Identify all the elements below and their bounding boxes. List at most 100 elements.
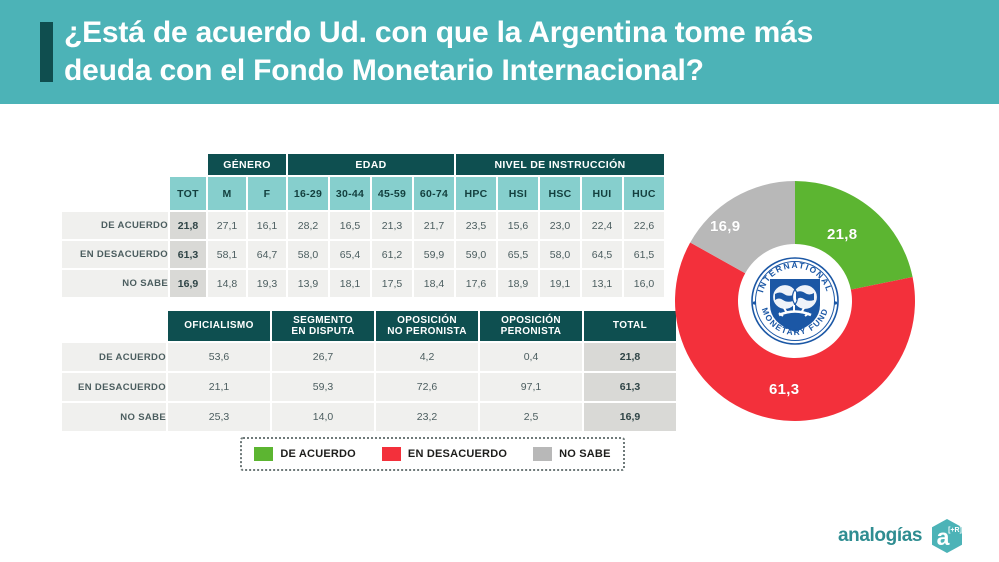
row2-label-de-acuerdo: DE ACUERDO (62, 343, 166, 371)
brand-name: analogías (838, 525, 923, 546)
row-label-en-desacuerdo: EN DESACUERDO (62, 241, 168, 268)
cell-en-desacuerdo-huc: 61,5 (624, 241, 664, 268)
cell-no-sabe-60-74: 18,4 (414, 270, 454, 297)
donut-label-de-acuerdo: 21,8 (827, 226, 858, 243)
page-title: ¿Está de acuerdo Ud. con que la Argentin… (64, 14, 924, 90)
donut-label-no-sabe: 16,9 (710, 218, 741, 235)
table-row: EN DESACUERDO 61,3 58,1 64,7 58,0 65,4 6… (62, 241, 664, 268)
page-title-line-1: ¿Está de acuerdo Ud. con que la Argentin… (64, 16, 814, 49)
table-row: NO SABE 25,3 14,0 23,2 2,5 16,9 (62, 403, 676, 431)
legend-item-no-sabe: NO SABE (533, 447, 611, 461)
cell-en-desacuerdo-f: 64,7 (248, 241, 286, 268)
table1-rowlabel-blank (62, 177, 168, 210)
chart-legend: DE ACUERDO EN DESACUERDO NO SABE (240, 437, 625, 471)
cell-de-acuerdo-16-29: 28,2 (288, 212, 328, 239)
cell-de-acuerdo-m: 27,1 (208, 212, 246, 239)
cell-no-sabe-f: 19,3 (248, 270, 286, 297)
cell2-en-desacuerdo-oficialismo: 21,1 (168, 373, 270, 401)
legend-swatch-no-sabe (533, 447, 553, 461)
cell-no-sabe-30-44: 18,1 (330, 270, 370, 297)
col-header-30-44: 30-44 (330, 177, 370, 210)
political-segment-table: OFICIALISMO SEGMENTO EN DISPUTA OPOSICIÓ… (60, 309, 678, 433)
cell-en-desacuerdo-hsc: 58,0 (540, 241, 580, 268)
table1-sub-header-row: TOT M F 16-29 30-44 45-59 60-74 HPC HSI … (62, 177, 664, 210)
col-header-hui: HUI (582, 177, 622, 210)
cell-en-desacuerdo-16-29: 58,0 (288, 241, 328, 268)
imf-logo: INTERNATIONAL MONETARY FUND (741, 247, 849, 355)
demographics-table: GÉNERO EDAD NIVEL DE INSTRUCCIÓN TOT M F… (60, 152, 666, 299)
group-header-genero: GÉNERO (208, 154, 286, 175)
legend-label-en-desacuerdo: EN DESACUERDO (407, 448, 508, 460)
col-header-hsc: HSC (540, 177, 580, 210)
cell-no-sabe-tot: 16,9 (170, 270, 206, 297)
col-header-oposicion-np-line1: OPOSICIÓN (397, 314, 457, 326)
cell-en-desacuerdo-tot: 61,3 (170, 241, 206, 268)
col-header-m: M (208, 177, 246, 210)
col-header-huc: HUC (624, 177, 664, 210)
group-header-nivel-instruccion: NIVEL DE INSTRUCCIÓN (456, 154, 664, 175)
col-header-segmento-en-disputa: SEGMENTO EN DISPUTA (272, 311, 374, 341)
table1-group-header-row: GÉNERO EDAD NIVEL DE INSTRUCCIÓN (62, 154, 664, 175)
cell2-no-sabe-total: 16,9 (584, 403, 676, 431)
row2-label-en-desacuerdo: EN DESACUERDO (62, 373, 166, 401)
legend-item-en-desacuerdo: EN DESACUERDO (381, 447, 508, 461)
donut-chart-svg (675, 181, 915, 421)
col-header-oposicion-p-line2: PERONISTA (500, 326, 562, 337)
cell-de-acuerdo-hui: 22,4 (582, 212, 622, 239)
imf-logo-svg: INTERNATIONAL MONETARY FUND (741, 247, 849, 355)
col-header-60-74: 60-74 (414, 177, 454, 210)
table-row: NO SABE 16,9 14,8 19,3 13,9 18,1 17,5 18… (62, 270, 664, 297)
cell2-no-sabe-oficialismo: 25,3 (168, 403, 270, 431)
cell-en-desacuerdo-hpc: 59,0 (456, 241, 496, 268)
cell-no-sabe-hpc: 17,6 (456, 270, 496, 297)
col-header-45-59: 45-59 (372, 177, 412, 210)
row-label-no-sabe: NO SABE (62, 270, 168, 297)
cell2-en-desacuerdo-total: 61,3 (584, 373, 676, 401)
row2-label-no-sabe: NO SABE (62, 403, 166, 431)
cell-en-desacuerdo-hsi: 65,5 (498, 241, 538, 268)
cell-no-sabe-hui: 13,1 (582, 270, 622, 297)
legend-label-de-acuerdo: DE ACUERDO (280, 448, 356, 460)
col-header-total: TOTAL (584, 311, 676, 341)
col-header-oposicion-np-line2: NO PERONISTA (387, 326, 467, 337)
group-header-edad: EDAD (288, 154, 454, 175)
header-accent-bar (40, 22, 53, 82)
cell-de-acuerdo-hsi: 15,6 (498, 212, 538, 239)
cell2-de-acuerdo-total: 21,8 (584, 343, 676, 371)
cell2-no-sabe-oposicion-peronista: 2,5 (480, 403, 582, 431)
donut-slice-en-desacuerdo (675, 242, 915, 421)
cell2-de-acuerdo-segmento-disputa: 26,7 (272, 343, 374, 371)
legend-item-de-acuerdo: DE ACUERDO (254, 447, 356, 461)
cell-no-sabe-m: 14,8 (208, 270, 246, 297)
cell-en-desacuerdo-60-74: 59,9 (414, 241, 454, 268)
donut-chart: INTERNATIONAL MONETARY FUND 21,8 61,3 16… (672, 178, 918, 424)
svg-text:[+R]: [+R] (948, 527, 962, 534)
cell2-no-sabe-oposicion-no-peronista: 23,2 (376, 403, 478, 431)
donut-slice-no-sabe (690, 181, 795, 274)
brand-logo: analogías a [+R] (838, 518, 964, 554)
table-row: EN DESACUERDO 21,1 59,3 72,6 97,1 61,3 (62, 373, 676, 401)
cell-en-desacuerdo-hui: 64,5 (582, 241, 622, 268)
col-header-oficialismo-label: OFICIALISMO (184, 320, 254, 332)
legend-label-no-sabe: NO SABE (559, 448, 611, 460)
col-header-hsi: HSI (498, 177, 538, 210)
page-title-line-2: deuda con el Fondo Monetario Internacion… (64, 54, 704, 88)
cell2-de-acuerdo-oposicion-no-peronista: 4,2 (376, 343, 478, 371)
col-header-16-29: 16-29 (288, 177, 328, 210)
cell2-en-desacuerdo-segmento-disputa: 59,3 (272, 373, 374, 401)
page-header: ¿Está de acuerdo Ud. con que la Argentin… (0, 0, 999, 104)
col-header-hpc: HPC (456, 177, 496, 210)
col-header-tot: TOT (170, 177, 206, 210)
table-row: DE ACUERDO 53,6 26,7 4,2 0,4 21,8 (62, 343, 676, 371)
table1-tot-blank (170, 154, 206, 175)
table1-corner-blank (62, 154, 168, 175)
cell-de-acuerdo-hpc: 23,5 (456, 212, 496, 239)
cell-de-acuerdo-hsc: 23,0 (540, 212, 580, 239)
col-header-segmento-line1: SEGMENTO (293, 314, 353, 326)
cell2-en-desacuerdo-oposicion-no-peronista: 72,6 (376, 373, 478, 401)
cell-de-acuerdo-45-59: 21,3 (372, 212, 412, 239)
col-header-oficialismo: OFICIALISMO (168, 311, 270, 341)
cell2-de-acuerdo-oposicion-peronista: 0,4 (480, 343, 582, 371)
cell-de-acuerdo-60-74: 21,7 (414, 212, 454, 239)
